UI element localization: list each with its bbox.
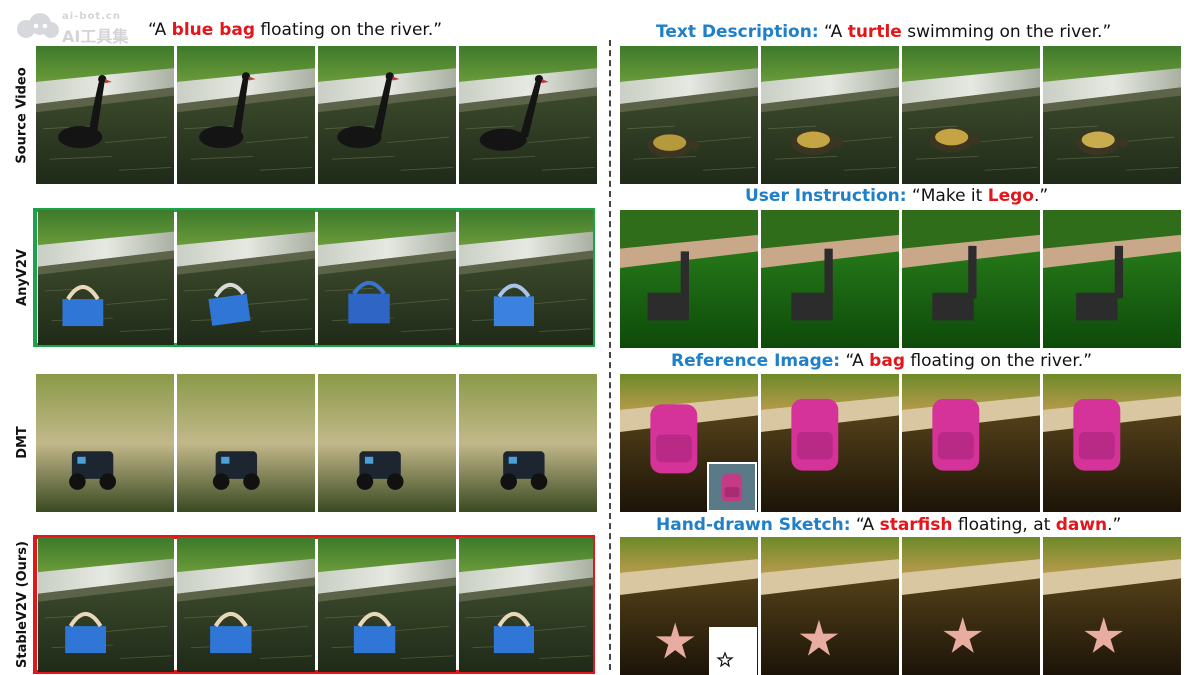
watermark-domain: ai-bot.cn (62, 11, 121, 22)
dmt-frame-3 (318, 374, 456, 512)
caption-highlight: bag (869, 351, 905, 371)
star-sketch-icon (716, 651, 734, 668)
row-label-stablev2v: StableV2V (Ours) (14, 541, 30, 668)
stablev2v-frame-4 (459, 537, 593, 672)
source-frame-4 (459, 46, 597, 184)
caption-suffix: floating on the river.” (904, 351, 1093, 371)
panel-divider (609, 40, 611, 670)
caption-end: .” (1107, 515, 1122, 535)
watermark-name: AI工具集 (62, 27, 129, 46)
turtle-frame-4 (1043, 46, 1181, 184)
stablev2v-frame-1 (38, 537, 174, 672)
left-caption: “A blue bag floating on the river.” (148, 20, 442, 40)
caption-label: Text Description: (656, 22, 819, 42)
backpack-frame-3 (902, 374, 1040, 512)
lego-frame-1 (620, 210, 758, 348)
lego-frame-4 (1043, 210, 1181, 348)
stablev2v-frame-3 (318, 537, 456, 672)
dmt-frame-2 (177, 374, 315, 512)
source-frame-2 (177, 46, 315, 184)
caption-label: Hand-drawn Sketch: (656, 515, 851, 535)
turtle-frame-2 (761, 46, 899, 184)
starfish-frame-4 (1043, 537, 1181, 675)
caption-reference-image: Reference Image: “A bag floating on the … (671, 351, 1092, 371)
caption-label: User Instruction: (745, 186, 907, 206)
source-frame-1 (36, 46, 174, 184)
caption-prefix: “A (840, 351, 870, 371)
caption-highlight: Lego (987, 186, 1034, 206)
stablev2v-frame-2 (177, 537, 315, 672)
source-frame-3 (318, 46, 456, 184)
row-label-dmt: DMT (14, 425, 30, 459)
row-label-source-video: Source Video (14, 66, 30, 164)
anyv2v-frame-2 (177, 210, 315, 345)
caption-highlight: blue bag (171, 20, 256, 40)
caption-highlight-2: dawn (1055, 515, 1108, 535)
caption-prefix: “A (818, 22, 848, 42)
caption-hand-drawn-sketch: Hand-drawn Sketch: “A starfish floating,… (656, 515, 1121, 535)
caption-suffix: floating, at (952, 515, 1056, 535)
caption-suffix: floating on the river.” (255, 20, 443, 40)
dmt-frame-1 (36, 374, 174, 512)
lego-frame-3 (902, 210, 1040, 348)
dmt-frame-4 (459, 374, 597, 512)
sketch-inset (709, 627, 757, 675)
caption-prefix: “Make it (906, 186, 988, 206)
anyv2v-frame-4 (459, 210, 593, 345)
turtle-frame-1 (620, 46, 758, 184)
lego-frame-2 (761, 210, 899, 348)
caption-label: Reference Image: (671, 351, 841, 371)
turtle-frame-3 (902, 46, 1040, 184)
anyv2v-frame-1 (38, 210, 174, 345)
caption-user-instruction: User Instruction: “Make it Lego.” (745, 186, 1048, 206)
watermark: ai-bot.cn AI工具集 (16, 10, 136, 46)
caption-prefix: “A (148, 20, 172, 40)
caption-suffix: swimming on the river.” (901, 22, 1112, 42)
caption-prefix: “A (850, 515, 880, 535)
reference-image-inset (707, 462, 757, 512)
caption-suffix: .” (1033, 186, 1049, 206)
starfish-frame-3 (902, 537, 1040, 675)
row-label-anyv2v: AnyV2V (14, 249, 30, 306)
starfish-frame-2 (761, 537, 899, 675)
backpack-frame-4 (1043, 374, 1181, 512)
anyv2v-frame-3 (318, 210, 456, 345)
caption-highlight: starfish (879, 515, 953, 535)
robot-logo-icon (17, 13, 59, 38)
backpack-frame-2 (761, 374, 899, 512)
caption-highlight: turtle (847, 22, 902, 42)
caption-text-description: Text Description: “A turtle swimming on … (656, 22, 1111, 42)
